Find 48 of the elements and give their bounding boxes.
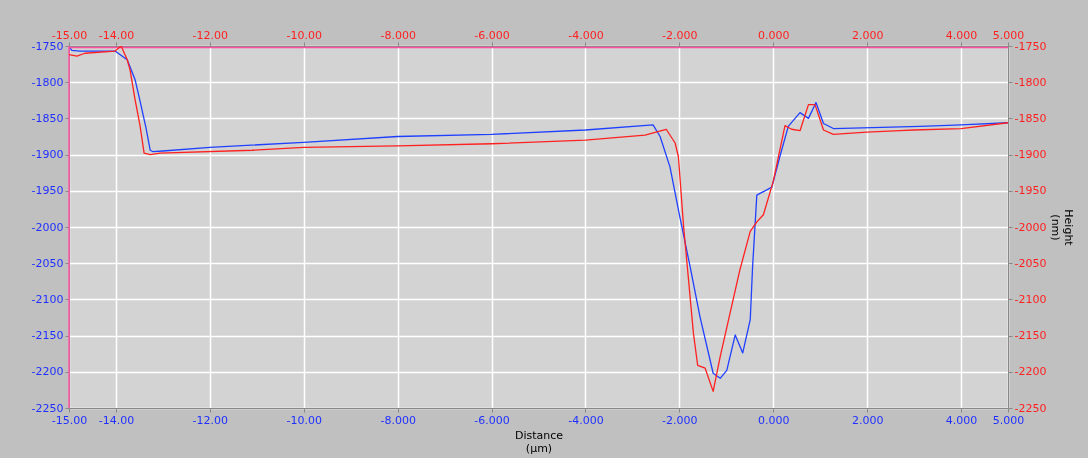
x-tick-label: -12.00 <box>192 28 229 42</box>
x-tick-label: -6.000 <box>474 28 510 42</box>
x-tick-label: -2.000 <box>662 28 698 42</box>
y-tick-label: -2200 <box>31 365 64 379</box>
y2-tick-label: -1750 <box>1014 39 1047 53</box>
x-tick-label: 2.000 <box>851 28 884 42</box>
x2-tick-label: -10.00 <box>286 413 322 427</box>
y2-tick-label: -1850 <box>1014 111 1047 125</box>
x2-tick-label: -12.00 <box>192 413 229 427</box>
x-axis-title: Distance (µm) <box>514 428 564 455</box>
y-tick-label: -1950 <box>31 184 64 198</box>
x2-tick-label: -14.00 <box>98 413 135 427</box>
y2-tick-label: -2250 <box>1014 401 1047 415</box>
y-tick-label: -2100 <box>31 292 64 306</box>
x-tick-label: -15.00 <box>51 28 88 42</box>
x2-tick-label: -15.00 <box>51 413 88 427</box>
x-tick-label: -10.00 <box>286 28 322 42</box>
y2-tick-label: -2050 <box>1014 256 1047 270</box>
y-tick-label: -1850 <box>31 111 64 125</box>
y2-tick-label: -2150 <box>1014 329 1047 343</box>
y2-tick-label: -1800 <box>1014 75 1047 89</box>
x2-tick-label: -2.000 <box>662 413 698 427</box>
y-tick-label: -2050 <box>31 256 64 270</box>
x2-tick-label: 2.000 <box>851 413 884 427</box>
x-tick-label: -14.00 <box>98 28 135 42</box>
y-tick-label: -2250 <box>31 401 64 415</box>
x2-tick-label: 4.000 <box>945 413 978 427</box>
x-tick-label: 5.000 <box>992 28 1025 42</box>
y2-tick-label: -2100 <box>1014 292 1047 306</box>
y2-tick-label: -1900 <box>1014 148 1047 162</box>
x2-tick-label: -4.000 <box>568 413 604 427</box>
x-tick-label: 0.000 <box>758 28 790 42</box>
y-tick-label: -2000 <box>31 220 64 234</box>
y2-tick-label: -2000 <box>1014 220 1047 234</box>
x-tick-label: 4.000 <box>945 28 978 42</box>
y-tick-label: -2150 <box>31 329 64 343</box>
y-tick-label: -1900 <box>31 148 64 162</box>
x2-tick-label: -6.000 <box>474 413 510 427</box>
y2-tick-label: -1950 <box>1014 184 1047 198</box>
x-tick-label: -4.000 <box>568 28 604 42</box>
y2-axis-title: Height (nm) <box>1049 209 1076 247</box>
x2-tick-label: -8.000 <box>380 413 416 427</box>
x2-tick-label: 0.000 <box>758 413 790 427</box>
x2-tick-label: 5.000 <box>992 413 1025 427</box>
y2-tick-label: -2200 <box>1014 365 1047 379</box>
x-tick-label: -8.000 <box>380 28 416 42</box>
y-tick-label: -1800 <box>31 75 64 89</box>
y-tick-label: -1750 <box>31 39 64 53</box>
